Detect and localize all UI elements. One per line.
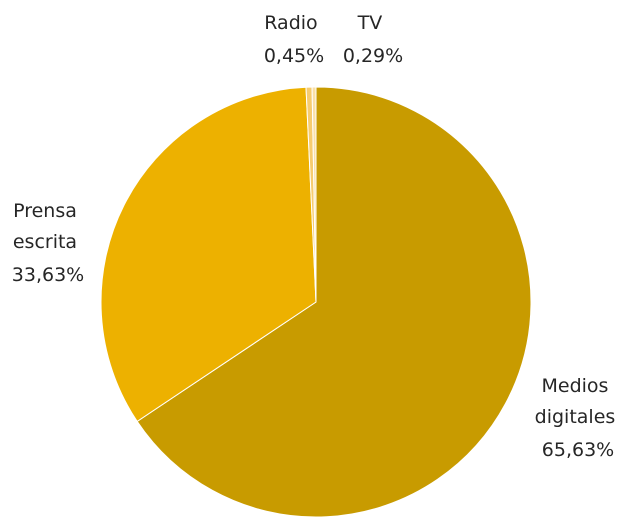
value-prensa-escrita: 33,63% xyxy=(12,264,84,286)
label-medios-digitales: Medios digitales 65,63% xyxy=(535,375,622,461)
pie-slice-tv xyxy=(311,86,317,303)
value-tv: 0,29% xyxy=(343,45,403,67)
label-medios-digitales-line2: digitales xyxy=(535,406,616,428)
label-radio: Radio 0,45% xyxy=(264,12,324,67)
label-prensa-escrita-line1: Prensa xyxy=(13,200,77,222)
label-medios-digitales-line1: Medios xyxy=(542,375,609,397)
label-tv-line1: TV xyxy=(357,12,383,34)
pie-slice-medios-digitales xyxy=(136,86,532,518)
pie-slice-prensa-escrita xyxy=(100,86,317,423)
label-tv: TV 0,29% xyxy=(343,12,403,67)
label-prensa-escrita: Prensa escrita 33,63% xyxy=(12,200,84,286)
pie-slices xyxy=(100,86,532,518)
label-prensa-escrita-line2: escrita xyxy=(13,231,77,253)
value-radio: 0,45% xyxy=(264,45,324,67)
value-medios-digitales: 65,63% xyxy=(542,439,614,461)
label-radio-line1: Radio xyxy=(264,12,317,34)
